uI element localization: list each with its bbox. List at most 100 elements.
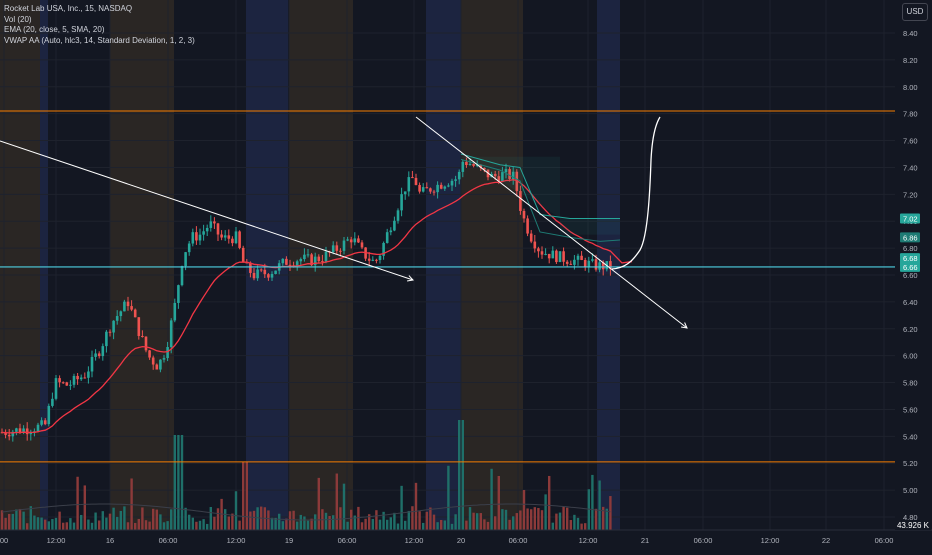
symbol-title[interactable]: Rocket Lab USA, Inc., 15, NASDAQ (4, 4, 133, 13)
candle[interactable] (378, 255, 382, 261)
candle[interactable] (231, 238, 234, 244)
volume-indicator-label[interactable]: Vol (20) (4, 14, 32, 24)
candle[interactable] (51, 398, 54, 406)
candle[interactable] (583, 259, 587, 268)
candle[interactable] (580, 255, 583, 260)
candle[interactable] (245, 262, 249, 264)
candle[interactable] (43, 420, 47, 425)
candle[interactable] (144, 336, 148, 351)
candle[interactable] (544, 253, 547, 255)
candle[interactable] (4, 432, 7, 435)
candle[interactable] (573, 259, 576, 265)
candle[interactable] (288, 264, 292, 266)
candle[interactable] (209, 221, 213, 228)
candle[interactable] (432, 191, 436, 193)
candle[interactable] (58, 378, 61, 383)
candle[interactable] (454, 179, 457, 181)
candle[interactable] (69, 384, 72, 386)
candle[interactable] (133, 309, 137, 318)
candle[interactable] (123, 301, 126, 312)
candle[interactable] (249, 262, 252, 273)
candle[interactable] (497, 176, 501, 182)
candle[interactable] (367, 258, 371, 261)
candle[interactable] (234, 231, 238, 244)
candle[interactable] (40, 420, 43, 425)
candle[interactable] (112, 320, 115, 333)
candle[interactable] (97, 353, 101, 357)
candle[interactable] (256, 269, 259, 279)
candle[interactable] (166, 347, 169, 359)
candle[interactable] (357, 238, 360, 243)
candle[interactable] (594, 259, 598, 270)
candle[interactable] (465, 161, 468, 165)
candle[interactable] (187, 243, 191, 253)
candle[interactable] (324, 251, 328, 262)
candle[interactable] (371, 259, 375, 261)
candle[interactable] (321, 261, 324, 263)
candle[interactable] (105, 331, 108, 347)
candle[interactable] (547, 253, 551, 259)
candle[interactable] (360, 242, 364, 248)
candle[interactable] (205, 227, 209, 232)
candle[interactable] (414, 177, 418, 185)
candle[interactable] (591, 259, 594, 261)
candle[interactable] (90, 356, 94, 372)
candle[interactable] (569, 263, 573, 265)
candle[interactable] (65, 382, 69, 386)
candle[interactable] (310, 254, 313, 266)
candle[interactable] (7, 434, 11, 437)
candle[interactable] (317, 256, 321, 262)
candle[interactable] (555, 250, 558, 263)
candle[interactable] (159, 359, 162, 370)
candle[interactable] (601, 262, 605, 270)
candle[interactable] (429, 188, 432, 192)
candle[interactable] (47, 405, 51, 425)
candle[interactable] (148, 350, 151, 358)
candle[interactable] (169, 320, 173, 348)
candle[interactable] (36, 424, 40, 432)
candle[interactable] (303, 254, 306, 260)
candle[interactable] (551, 250, 555, 259)
candle[interactable] (61, 382, 65, 384)
candle[interactable] (411, 177, 414, 179)
candle[interactable] (436, 184, 439, 193)
candle[interactable] (450, 180, 454, 186)
candle[interactable] (537, 248, 540, 252)
candle[interactable] (108, 331, 112, 333)
candle[interactable] (313, 256, 317, 266)
candle[interactable] (558, 251, 562, 263)
currency-button[interactable]: USD (902, 3, 928, 21)
candle[interactable] (483, 167, 486, 170)
candle[interactable] (468, 163, 472, 165)
candle[interactable] (421, 187, 425, 192)
trend-line-down[interactable] (0, 140, 414, 281)
candle[interactable] (76, 375, 79, 380)
candle[interactable] (151, 357, 155, 365)
candle[interactable] (252, 272, 256, 279)
candle[interactable] (241, 247, 245, 263)
candle[interactable] (18, 428, 22, 433)
candle[interactable] (11, 431, 15, 437)
candle[interactable] (202, 231, 205, 235)
candle[interactable] (130, 306, 133, 310)
candle[interactable] (407, 177, 411, 192)
candle[interactable] (339, 250, 342, 252)
candle[interactable] (342, 240, 346, 251)
candle[interactable] (576, 255, 580, 260)
candle[interactable] (72, 375, 76, 385)
candle[interactable] (504, 169, 508, 173)
candle[interactable] (285, 258, 288, 265)
candle[interactable] (119, 311, 123, 317)
candle[interactable] (393, 220, 396, 231)
candle[interactable] (115, 316, 119, 321)
candle[interactable] (439, 184, 443, 189)
candle[interactable] (259, 269, 263, 271)
candle[interactable] (443, 186, 447, 189)
candle[interactable] (447, 185, 450, 187)
candle[interactable] (295, 261, 299, 266)
candle[interactable] (609, 261, 612, 270)
candle[interactable] (522, 210, 526, 219)
candle[interactable] (25, 428, 29, 435)
projection-curve[interactable] (611, 116, 661, 270)
candle[interactable] (515, 171, 519, 192)
